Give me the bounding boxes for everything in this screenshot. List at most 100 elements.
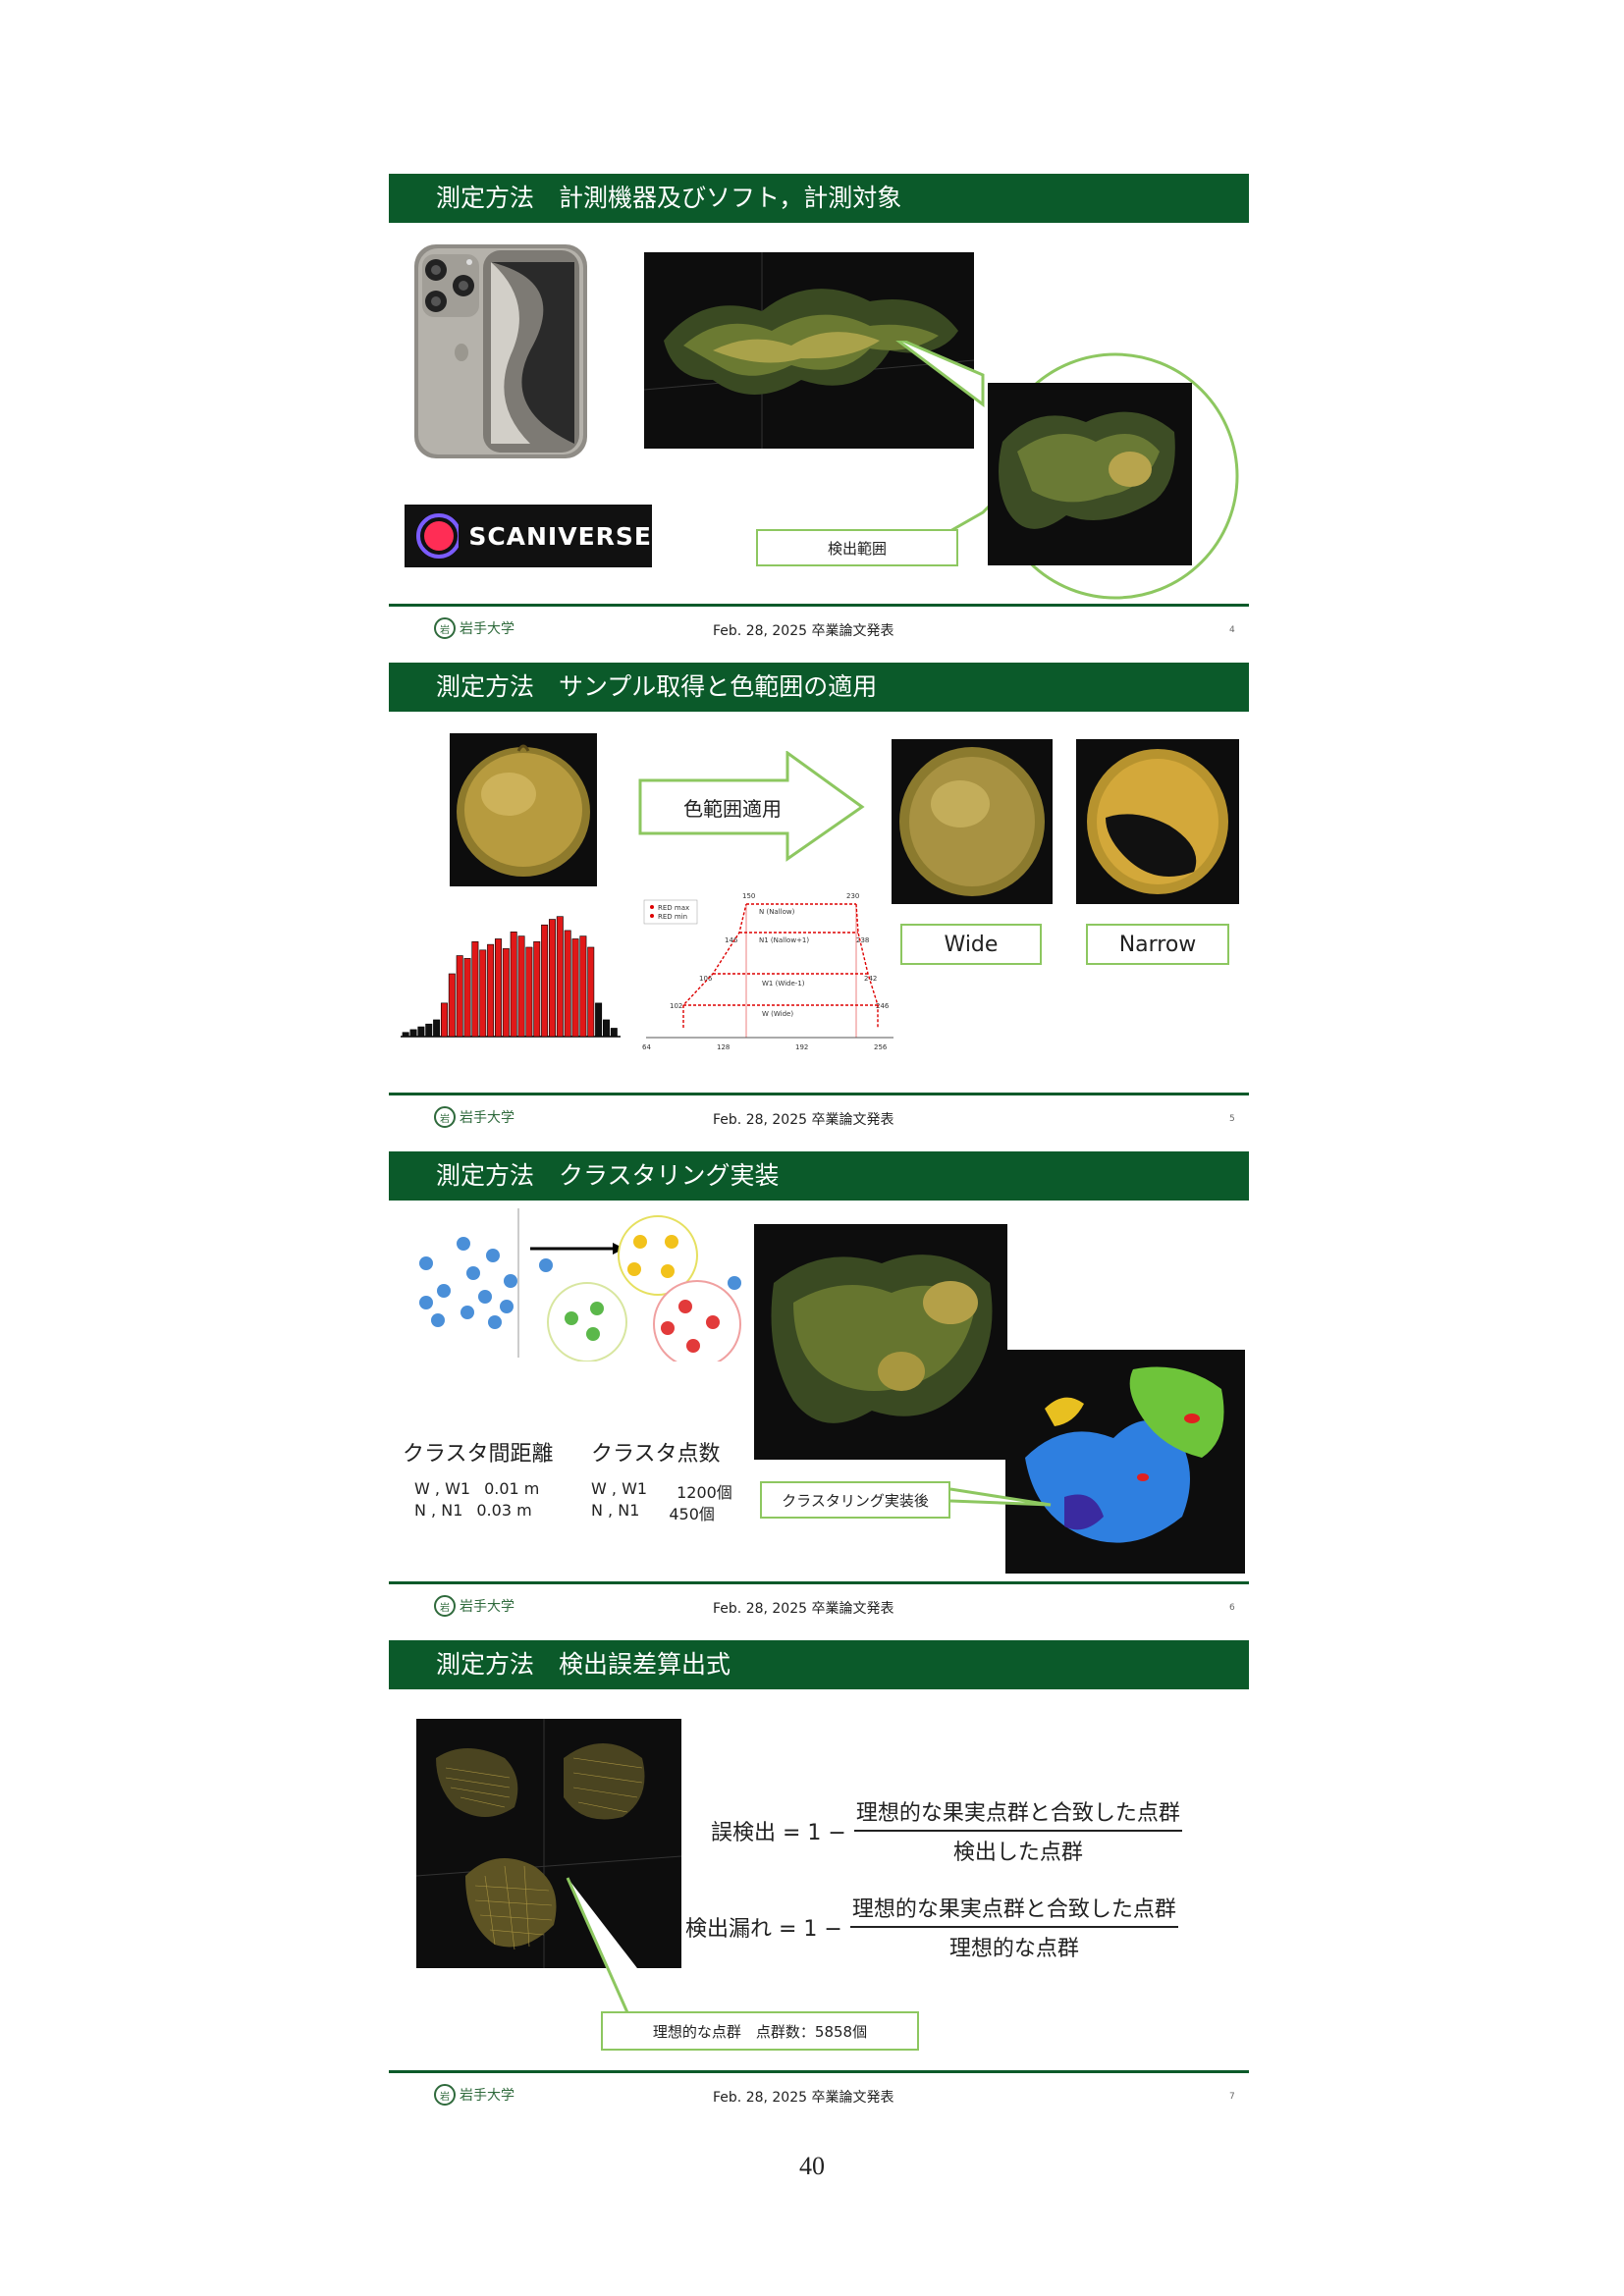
legend-min: RED min	[658, 913, 687, 921]
wide-label: Wide	[900, 924, 1042, 965]
right-value-238: 238	[856, 936, 869, 944]
histogram-bar	[463, 958, 471, 1038]
histogram-bar	[602, 1019, 610, 1038]
university-logo: 岩 岩手大学	[434, 2082, 514, 2108]
count-key: W , W1	[591, 1479, 648, 1498]
footer-line	[389, 604, 1249, 607]
callout-pointer	[566, 1877, 683, 2030]
histogram-bar	[510, 932, 517, 1038]
app-name: SCANIVERSE	[468, 521, 652, 551]
footer-text: Feb. 28, 2025 卒業論文発表	[713, 1601, 894, 1617]
histogram-bar	[409, 1029, 417, 1038]
distance-row-n: N , N1 0.03 m	[414, 1501, 532, 1520]
slide-number: 6	[1229, 1603, 1235, 1613]
wide-label-text: Wide	[944, 932, 999, 957]
arrow-label: 色範囲適用	[683, 797, 782, 821]
phone-image	[414, 244, 587, 458]
histogram-bar	[525, 946, 533, 1038]
slide-title: 測定方法 サンプル取得と色範囲の適用	[389, 663, 1249, 712]
left-value-102: 102	[670, 1002, 682, 1010]
histogram-bar	[595, 1002, 603, 1038]
range-lines	[682, 903, 879, 1028]
left-value-146: 146	[725, 936, 738, 944]
range-guides	[745, 904, 857, 1038]
footer-line	[389, 2070, 1249, 2073]
histogram-bar	[517, 935, 525, 1038]
distance-value: 0.01 m	[484, 1479, 540, 1498]
university-name: 岩手大学	[460, 2088, 514, 2104]
row-label-w: W (Wide)	[762, 1010, 793, 1018]
histogram-bar	[471, 940, 479, 1038]
seal-icon: 岩	[434, 1595, 456, 1617]
slide-number: 4	[1229, 625, 1235, 635]
university-name: 岩手大学	[460, 1110, 514, 1126]
histogram-bar	[564, 930, 571, 1038]
slide-title: 測定方法 検出誤差算出式	[389, 1640, 1249, 1689]
callout-text: クラスタリング実装後	[782, 1491, 929, 1510]
histogram-bar	[587, 946, 595, 1038]
zoom-point-cloud	[988, 383, 1192, 565]
slide-number: 7	[1229, 2092, 1235, 2102]
top-label-230: 230	[846, 892, 859, 900]
right-value-246: 246	[876, 1002, 890, 1010]
formula-lhs: 誤検出 = 1 −	[711, 1821, 846, 1845]
distance-row-w: W , W1 0.01 m	[414, 1479, 539, 1498]
university-logo: 岩 岩手大学	[434, 615, 514, 641]
narrow-label-text: Narrow	[1118, 932, 1197, 957]
count-value: 450個	[669, 1505, 715, 1523]
slide-4: 測定方法 計測機器及びソフト，計測対象 SCANIVERSE	[389, 174, 1249, 639]
count-key: N , N1	[591, 1501, 640, 1520]
scaniverse-icon	[416, 513, 460, 559]
distance-value: 0.03 m	[476, 1501, 532, 1520]
footer-text: Feb. 28, 2025 卒業論文発表	[713, 1112, 894, 1128]
university-name: 岩手大学	[460, 621, 514, 637]
histogram-bar	[541, 924, 549, 1038]
row-label-n1: N1 (Nallow+1)	[759, 936, 809, 944]
histogram-bar	[479, 949, 487, 1038]
clustering-diagram	[419, 1208, 741, 1362]
point-cloud-before	[754, 1224, 1007, 1460]
histogram-bar	[571, 938, 579, 1038]
histogram-bar	[556, 916, 564, 1038]
point-cloud-scene	[644, 252, 974, 449]
row-label-w1: W1 (Wide-1)	[762, 980, 805, 988]
footer-text: Feb. 28, 2025 卒業論文発表	[713, 2090, 894, 2106]
histogram-bar	[425, 1023, 433, 1038]
apple-image	[450, 733, 597, 886]
footer-text: Feb. 28, 2025 卒業論文発表	[713, 623, 894, 639]
arrow-shape	[638, 751, 865, 862]
university-logo: 岩 岩手大学	[434, 1104, 514, 1130]
callout-text: 検出範囲	[827, 539, 887, 558]
distance-key: N , N1	[414, 1501, 463, 1520]
count-row-w: W , W1 1200個	[591, 1479, 732, 1503]
footer-line	[389, 1581, 1249, 1584]
distance-title: クラスタ間距離	[403, 1442, 554, 1467]
formula-numerator: 理想的な果実点群と合致した点群	[849, 1892, 1178, 1928]
legend-min-marker	[650, 914, 654, 918]
callout-text: 理想的な点群 点群数：5858個	[652, 2022, 868, 2041]
right-value-242: 242	[864, 975, 877, 983]
slide-title: 測定方法 クラスタリング実装	[389, 1151, 1249, 1201]
false-detection-formula: 誤検出 = 1 − 理想的な果実点群と合致した点群 検出した点群	[711, 1795, 1182, 1866]
row-label-n: N (Nallow)	[759, 908, 795, 916]
count-value: 1200個	[677, 1483, 732, 1502]
range-chart: RED max RED min 150 230 N (Nallow) N1 (N…	[642, 892, 893, 1051]
histogram-bar	[610, 1028, 618, 1038]
legend-max-marker	[650, 905, 654, 909]
histogram-bar	[417, 1026, 425, 1038]
seal-icon: 岩	[434, 2084, 456, 2106]
x-tick-64: 64	[642, 1043, 651, 1051]
callout-pointer	[949, 1487, 1052, 1507]
callout-label: 理想的な点群 点群数：5858個	[601, 2011, 919, 2051]
x-tick-192: 192	[795, 1043, 808, 1051]
slide-title: 測定方法 計測機器及びソフト，計測対象	[389, 174, 1249, 223]
x-tick-128: 128	[717, 1043, 730, 1051]
slide-6: 測定方法 クラスタリング実装 クラスタ間距離 クラスタ点数 W , W1 0.0…	[389, 1151, 1249, 1617]
histogram-bar	[579, 935, 587, 1038]
slide-5: 測定方法 サンプル取得と色範囲の適用 色範囲適用 Wide Narrow	[389, 663, 1249, 1128]
histogram-chart	[401, 916, 621, 1038]
wide-apple-image	[892, 739, 1053, 904]
histogram-bar	[402, 1032, 409, 1038]
formula-denominator: 理想的な点群	[948, 1937, 1079, 1961]
ideal-point-cloud	[416, 1719, 681, 1968]
